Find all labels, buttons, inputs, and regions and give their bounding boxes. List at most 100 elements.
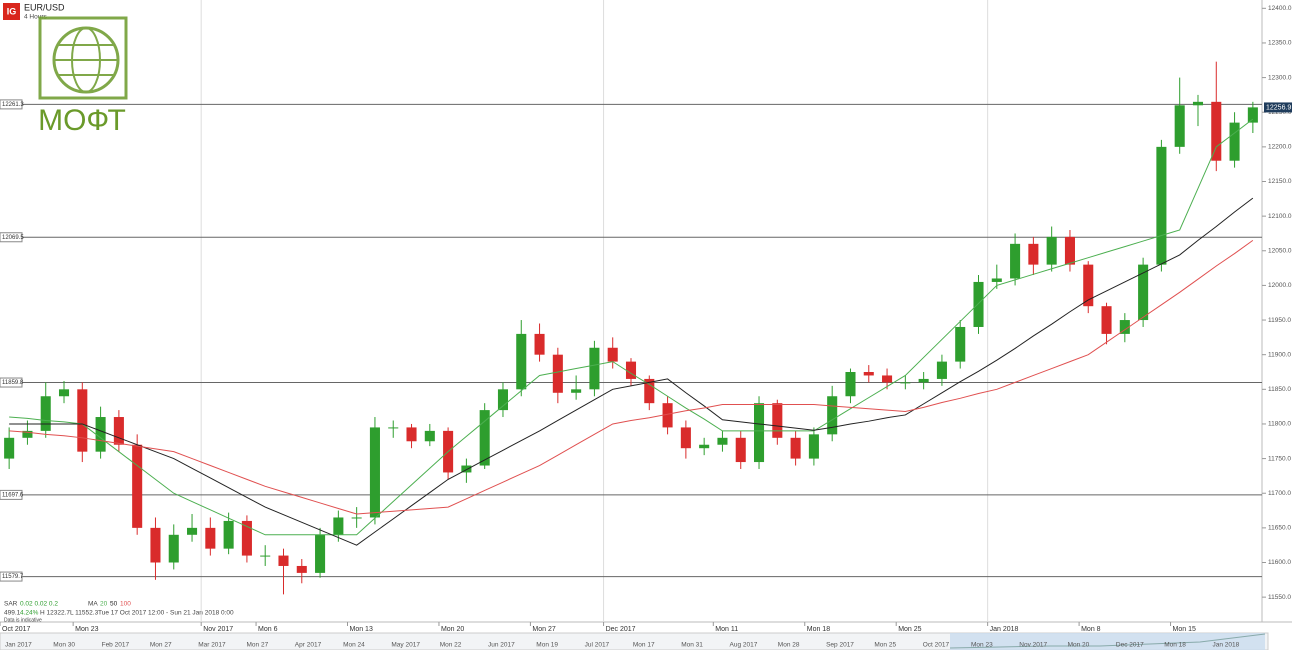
candle-body [1010, 243, 1021, 279]
x-tick-label: Mon 20 [441, 626, 464, 633]
chart-subtitle: 4 Hours [24, 14, 48, 21]
candle-body [516, 333, 527, 390]
candle-body [1174, 105, 1185, 147]
navigator-label: Jun 2017 [488, 642, 515, 649]
y-tick-label: 12050.0 [1268, 247, 1292, 254]
navigator-label: Mon 25 [874, 642, 896, 649]
ma-line [9, 197, 1254, 546]
candle-body [625, 361, 637, 379]
y-tick-label: 12150.0 [1268, 178, 1292, 185]
level-label-box [0, 489, 23, 500]
y-tick-label: 12350.0 [1268, 40, 1292, 47]
navigator-label: Oct 2017 [923, 642, 950, 649]
candle-body [662, 403, 673, 428]
candle-body [58, 389, 70, 397]
candle-body [1046, 236, 1057, 265]
navigator-line [949, 633, 1266, 649]
candle-body [388, 427, 399, 429]
level-label: 12069.5 [2, 235, 24, 241]
candle-body [187, 527, 198, 535]
navigator-label: Jan 2018 [1213, 642, 1240, 649]
info-range: Tue 17 Oct 2017 12:00 - Sun 21 Jan 2018 … [98, 610, 234, 617]
candle-body [717, 437, 728, 445]
x-tick-label: Jan 2018 [990, 626, 1019, 633]
info-low: L 11552.3 [70, 610, 99, 617]
navigator-label: Apr 2017 [295, 642, 322, 649]
x-tick-label: Mon 23 [75, 626, 98, 633]
candle-body [735, 437, 746, 463]
navigator-label: Mon 22 [440, 642, 462, 649]
y-tick-label: 11850.0 [1268, 386, 1291, 393]
sar-params: 0.02 0.02 0.2 [20, 601, 58, 608]
navigator-label: Feb 2017 [102, 642, 130, 649]
navigator-label: Mon 27 [247, 642, 269, 649]
x-tick-label: Dec 2017 [606, 626, 636, 633]
logo-text: IG [7, 6, 17, 16]
x-tick-label: Mon 15 [1173, 626, 1196, 633]
candle-body [22, 430, 33, 438]
level-label: 11697.6 [2, 492, 24, 498]
candle-body [260, 555, 271, 557]
candle-body [223, 520, 234, 549]
y-tick-label: 11550.0 [1268, 594, 1291, 601]
candle-body [77, 389, 88, 452]
navigator-label: Mon 28 [778, 642, 800, 649]
navigator-label: Mon 17 [633, 642, 655, 649]
legend-entry: 100 [120, 601, 131, 608]
candle-body [1229, 122, 1240, 161]
candle-body [1192, 101, 1204, 106]
candle-body [772, 403, 783, 438]
candle-body [845, 372, 856, 397]
candle-body [699, 444, 710, 449]
candle-body [315, 534, 326, 573]
ma-label: MA [88, 601, 98, 608]
x-tick-label: Mon 25 [898, 626, 921, 633]
ma-line [9, 118, 1254, 536]
candle-body [534, 333, 545, 355]
watermark-logo [38, 16, 128, 100]
ma-line [9, 239, 1254, 515]
x-tick-label: Mon 27 [532, 626, 555, 633]
navigator-label: Mon 18 [1164, 642, 1186, 649]
y-tick-label: 12300.0 [1268, 74, 1292, 81]
candle-body [607, 347, 618, 362]
candle-body [991, 278, 1002, 282]
level-label: 12261.3 [2, 102, 24, 108]
info-change: 499.1 [4, 610, 21, 617]
navigator-label: Mon 30 [53, 642, 75, 649]
logo-frame [38, 16, 128, 100]
candle-body [40, 396, 51, 431]
y-tick-label: 11900.0 [1268, 351, 1291, 358]
candle-body [918, 378, 929, 383]
legend-entry: 50 [110, 601, 118, 608]
navigator-label: Sep 2017 [826, 642, 854, 649]
candle-body [113, 417, 124, 445]
y-tick-label: 12200.0 [1268, 144, 1292, 151]
level-label-box [0, 377, 23, 388]
candle-body [973, 281, 984, 327]
candle-body [1247, 107, 1258, 123]
navigator-window[interactable] [950, 633, 1265, 650]
navigator-label: Jul 2017 [585, 642, 610, 649]
last-price-label: 12256.9 [1266, 104, 1291, 111]
chart-title: EUR/USD [24, 2, 65, 12]
candle-body [808, 434, 819, 459]
candle-body [753, 403, 765, 463]
y-tick-label: 12400.0 [1268, 5, 1292, 12]
candle-body [241, 520, 252, 556]
y-tick-label: 11750.0 [1268, 455, 1291, 462]
candle-body [589, 347, 600, 390]
candle-body [571, 389, 582, 393]
candle-body [955, 326, 966, 362]
candle-body [369, 427, 380, 518]
candle-body [424, 430, 435, 442]
candle-body [1119, 320, 1130, 334]
candle-body [406, 427, 417, 442]
y-tick-label: 12000.0 [1268, 282, 1292, 289]
candle-body [296, 565, 307, 573]
legend-entry: 20 [100, 601, 108, 608]
candle-body [1211, 101, 1222, 161]
x-tick-label: Mon 18 [807, 626, 830, 633]
